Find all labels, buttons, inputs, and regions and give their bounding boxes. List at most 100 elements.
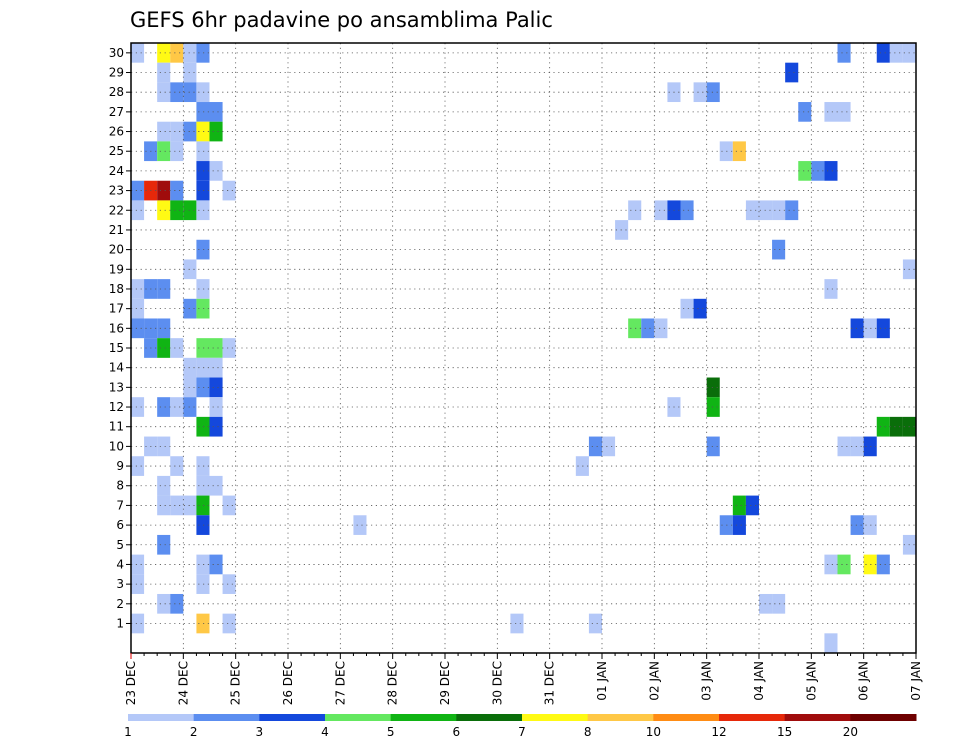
heatmap-cell [196,121,210,142]
heatmap-cell [157,534,171,555]
legend-swatch [259,714,326,721]
heatmap-cell [170,141,184,162]
heatmap-cell [170,397,184,417]
legend-label: 4 [321,725,329,739]
y-axis-ticks: 1234567891011121314151617181920212223242… [109,46,131,630]
heatmap-cell [170,338,184,358]
heatmap-cell [209,416,223,437]
heatmap-cell [157,397,171,417]
heatmap-cell [157,436,171,457]
y-tick-label: 3 [116,577,124,591]
heatmap-cell [183,62,197,83]
y-tick-label: 19 [109,262,124,276]
heatmap-cell [772,593,786,614]
heatmap-cell [772,239,786,260]
heatmap-cell [785,62,799,83]
heatmap-cell [588,613,602,634]
y-tick-label: 27 [109,105,124,119]
heatmap-cell [196,180,210,201]
legend-label: 15 [777,725,792,739]
heatmap-cell [183,43,197,63]
heatmap-cell [170,82,184,103]
legend-label: 3 [256,725,264,739]
y-tick-label: 14 [109,361,124,375]
heatmap-cell [196,613,210,634]
heatmap-cell [798,102,812,122]
y-tick-label: 20 [109,243,124,257]
heatmap-cell [196,298,210,319]
heatmap-cell [196,377,210,398]
heatmap-cell [837,43,851,63]
heatmap-cell [209,338,223,358]
heatmap-cell [602,436,616,457]
x-axis-ticks: 23 DEC 24 DEC 25 DEC 26 DEC 27 DEC 28 DEC 29 D… [124,653,923,705]
y-tick-label: 12 [109,400,124,414]
heatmap-cell [157,200,171,221]
y-tick-label: 17 [109,302,124,316]
heatmap-cell [824,279,838,299]
heatmap-cell [131,456,145,476]
heatmap-cell [183,298,197,319]
heatmap-cell [196,239,210,260]
legend-swatch [850,714,917,721]
heatmap-cell [196,141,210,162]
heatmap-cell [889,416,903,437]
y-tick-label: 29 [109,66,124,80]
heatmap-cell [798,161,812,181]
legend-swatch [325,714,392,721]
heatmap-cell [157,82,171,103]
heatmap-cell [693,298,707,319]
heatmap-cell [196,102,210,122]
heatmap-cell [785,200,799,221]
x-tick-label: 24 DEC [176,661,190,705]
y-tick-label: 9 [116,459,124,473]
heatmap-cell [209,161,223,181]
heatmap-cell [131,574,145,594]
heatmap-cell [196,43,210,63]
legend-label: 20 [843,725,858,739]
x-tick-label: 29 DEC [438,661,452,705]
heatmap-cell [876,318,890,339]
color-legend: 1 2 3 4 5 6 7 8 10 12 15 20 [124,714,917,739]
heatmap-cell [745,200,759,221]
heatmap-cell [170,43,184,63]
heatmap-cell [196,357,210,378]
legend-label: 1 [124,725,132,739]
x-tick-label: 01 JAN [595,661,609,701]
heatmap-cell [196,495,210,516]
heatmap-cell [157,279,171,299]
heatmap-cell [706,377,720,398]
heatmap-cell [850,436,864,457]
heatmap-cell [745,495,759,516]
heatmap-cell [680,298,694,319]
heatmap-cell [209,121,223,142]
legend-swatch [784,714,851,721]
heatmap-cell [837,436,851,457]
heatmap-cell [157,318,171,339]
heatmap-cell [131,180,145,201]
legend-swatch [128,714,195,721]
heatmap-cell [157,141,171,162]
heatmap-cell [157,495,171,516]
y-tick-label: 6 [116,518,124,532]
heatmap-cell [196,456,210,476]
heatmap-cell [183,200,197,221]
y-tick-label: 2 [116,597,124,611]
legend-label: 5 [387,725,395,739]
heatmap-cell [196,475,210,496]
y-tick-label: 13 [109,380,124,394]
heatmap-cell [131,397,145,417]
y-tick-label: 1 [116,616,124,630]
heatmap-cell [588,436,602,457]
x-tick-label: 03 JAN [700,661,714,701]
heatmap-cell [824,161,838,181]
x-tick-label: 26 DEC [281,661,295,705]
heatmap-cell [654,200,668,221]
heatmap-cell [131,43,145,63]
heatmap-cell [170,121,184,142]
heatmap-cell [706,436,720,457]
heatmap-cell [222,338,236,358]
heatmap-cell [183,357,197,378]
legend-swatch [456,714,523,721]
